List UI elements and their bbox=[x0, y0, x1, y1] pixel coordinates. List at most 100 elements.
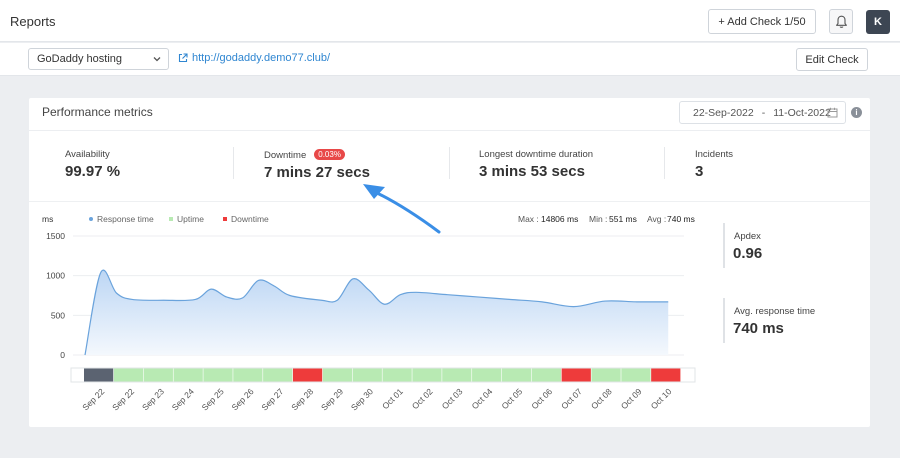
stat-longest-downtime: Longest downtime duration 3 mins 53 secs bbox=[479, 149, 593, 180]
x-tick-label: Oct 09 bbox=[619, 386, 644, 411]
status-segment-up bbox=[263, 368, 293, 382]
x-tick-label: Oct 05 bbox=[499, 386, 524, 411]
stat-label: Incidents bbox=[695, 149, 734, 160]
chart-legend: Response time Uptime Downtime bbox=[89, 214, 269, 224]
apdex-value: 0.96 bbox=[733, 245, 763, 262]
status-segment-up bbox=[322, 368, 353, 382]
x-tick-label: Oct 01 bbox=[380, 386, 405, 411]
divider bbox=[664, 147, 665, 179]
status-bar bbox=[70, 367, 696, 383]
page-title: Reports bbox=[10, 14, 56, 29]
notifications-button[interactable] bbox=[829, 9, 853, 34]
stat-label: Downtime 0.03% bbox=[264, 149, 370, 161]
y-tick-label: 0 bbox=[60, 350, 65, 360]
divider bbox=[29, 201, 870, 202]
y-tick-label: 1000 bbox=[46, 271, 65, 281]
status-segment-up bbox=[113, 368, 144, 382]
x-tick-label: Sep 29 bbox=[319, 386, 345, 412]
info-icon[interactable]: i bbox=[851, 107, 862, 118]
x-tick-label: Oct 10 bbox=[649, 386, 674, 411]
stat-value: 3 mins 53 secs bbox=[479, 163, 585, 180]
check-toolbar: GoDaddy hosting http://godaddy.demo77.cl… bbox=[0, 43, 900, 76]
x-tick-label: Oct 02 bbox=[410, 386, 435, 411]
status-segment-up bbox=[143, 368, 173, 382]
status-segment-up bbox=[442, 368, 472, 382]
avatar[interactable]: K bbox=[866, 10, 890, 34]
date-from: 22-Sep-2022 bbox=[693, 106, 754, 119]
x-tick-label: Sep 25 bbox=[200, 386, 226, 412]
stat-label-text: Downtime bbox=[264, 150, 307, 161]
max-label: Max : bbox=[518, 214, 539, 224]
stat-value: 99.97 % bbox=[65, 163, 121, 180]
x-tick-label: Sep 26 bbox=[229, 386, 255, 412]
stat-value: 7 mins 27 secs bbox=[264, 164, 370, 181]
chart-summary: Max : 14806 ms Min : 551 ms Avg : 740 ms bbox=[518, 214, 695, 224]
response-time-line bbox=[84, 269, 669, 356]
status-segment-down bbox=[561, 368, 591, 382]
card-title: Performance metrics bbox=[42, 105, 153, 119]
legend-uptime: Uptime bbox=[177, 214, 204, 224]
divider bbox=[449, 147, 450, 179]
x-tick-label: Oct 03 bbox=[440, 386, 465, 411]
arrow-head bbox=[363, 184, 385, 199]
status-segment-up bbox=[173, 368, 203, 382]
y-tick-label: 500 bbox=[51, 310, 65, 320]
avg-value: 740 ms bbox=[667, 214, 695, 224]
calendar-icon bbox=[827, 107, 838, 118]
x-tick-label: Oct 06 bbox=[529, 386, 554, 411]
stat-downtime: Downtime 0.03% 7 mins 27 secs bbox=[264, 149, 370, 181]
check-url-text: http://godaddy.demo77.club/ bbox=[192, 52, 331, 64]
min-value: 551 ms bbox=[609, 214, 637, 224]
response-time-chart: ms Response time Uptime Downtime Max : 1… bbox=[42, 184, 696, 412]
date-range-picker[interactable]: 22-Sep-2022 - 11-Oct-2022 bbox=[679, 101, 846, 124]
divider bbox=[233, 147, 234, 179]
check-select[interactable]: GoDaddy hosting bbox=[28, 48, 169, 70]
legend-response-time: Response time bbox=[97, 214, 154, 224]
stat-value: 3 bbox=[695, 163, 704, 180]
status-segment-up bbox=[382, 368, 412, 382]
x-tick-label: Sep 23 bbox=[140, 386, 166, 412]
annotation-arrow bbox=[363, 184, 441, 234]
date-to: 11-Oct-2022 bbox=[773, 106, 831, 119]
stat-availability: Availability 99.97 % bbox=[65, 149, 120, 180]
y-axis: 0 500 1000 1500 bbox=[46, 231, 65, 360]
status-segment-up bbox=[501, 368, 532, 382]
y-axis-unit: ms bbox=[42, 214, 53, 224]
legend-swatch-response bbox=[89, 217, 93, 221]
status-segment-up bbox=[591, 368, 621, 382]
divider bbox=[723, 223, 725, 268]
x-tick-label: Sep 28 bbox=[289, 386, 315, 412]
legend-swatch-downtime bbox=[223, 217, 227, 221]
stat-label: Longest downtime duration bbox=[479, 149, 594, 160]
x-tick-label: Sep 22 bbox=[110, 386, 136, 412]
status-segment-up bbox=[472, 368, 502, 382]
x-tick-label: Oct 08 bbox=[589, 386, 614, 411]
avg-response-label: Avg. response time bbox=[734, 306, 816, 317]
x-tick-label: Sep 27 bbox=[259, 386, 285, 412]
avg-label: Avg : bbox=[647, 214, 666, 224]
x-tick-label: Sep 22 bbox=[80, 386, 106, 412]
date-separator: - bbox=[761, 106, 766, 119]
page-footer-area bbox=[0, 427, 900, 458]
legend-downtime: Downtime bbox=[231, 214, 269, 224]
divider bbox=[723, 298, 725, 343]
chevron-down-icon bbox=[153, 57, 161, 62]
status-segment-up bbox=[203, 368, 233, 382]
check-select-value: GoDaddy hosting bbox=[37, 53, 122, 65]
status-segment-up bbox=[412, 368, 442, 382]
external-link-icon bbox=[178, 53, 188, 63]
divider bbox=[29, 130, 870, 131]
add-check-button[interactable]: + Add Check 1/50 bbox=[708, 9, 816, 34]
response-time-area bbox=[85, 270, 669, 355]
status-segment-up bbox=[531, 368, 561, 382]
status-segment-up bbox=[233, 368, 263, 382]
edit-check-button[interactable]: Edit Check bbox=[796, 48, 868, 71]
stat-incidents: Incidents 3 bbox=[695, 149, 733, 180]
apdex-label: Apdex bbox=[734, 231, 761, 242]
bell-icon bbox=[835, 15, 847, 28]
y-tick-label: 1500 bbox=[46, 231, 65, 241]
status-segment-up bbox=[352, 368, 382, 382]
check-url-link[interactable]: http://godaddy.demo77.club/ bbox=[178, 52, 330, 64]
x-tick-label: Sep 24 bbox=[170, 386, 196, 412]
status-segment-nodata bbox=[84, 368, 114, 382]
